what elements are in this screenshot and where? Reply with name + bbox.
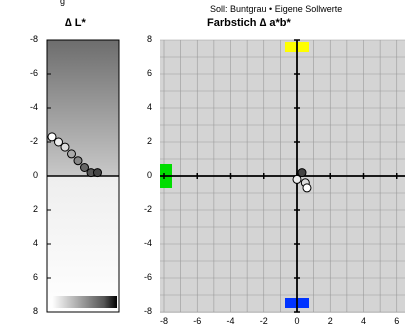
ab-x-tick-label: -4 [226,316,235,326]
l-tick-label: 4 [32,238,38,248]
l-axis [47,39,119,313]
ab-panel [160,39,405,313]
ab-points [292,168,312,193]
ab-y-tick-label: 0 [146,170,152,180]
l-data-point [80,163,89,172]
l-data-point [54,137,63,147]
l-tick-label: -8 [29,34,38,44]
ab-x-tick-label: -6 [193,316,202,326]
l-tick-label: 8 [32,306,38,316]
l-panel [46,39,120,313]
header-left-fragment: g [60,0,66,6]
l-tick-label: -4 [29,102,38,112]
l-tick-label: 0 [32,170,38,180]
l-tick-label: -2 [29,136,38,146]
l-tick-label: 2 [32,204,38,214]
reference-label: Soll: Buntgrau • Eigene Sollwerte [210,4,343,14]
ab-x-tick-label: -2 [259,316,268,326]
ab-y-tick-label: 6 [146,68,152,78]
l-data-point [67,149,76,159]
l-data-point [47,132,57,142]
ab-y-tick-label: 8 [146,34,152,44]
ab-x-tick-label: 4 [360,316,366,326]
ab-x-tick-label: 6 [394,316,400,326]
ab-y-tick-label: -2 [143,204,152,214]
l-data-point [60,142,70,152]
l-chart-title: ∆ L* [65,17,86,29]
ab-data-point [297,168,307,178]
ab-y-tick-label: 2 [146,136,152,146]
ab-y-tick-label: 4 [146,102,152,112]
l-data-point [93,168,102,178]
l-points [47,132,102,178]
ab-data-point [292,174,302,184]
ab-chart-title: Farbstich ∆ a*b* [207,17,291,29]
ab-y-tick-label: -8 [143,306,152,316]
ab-y-tick-label: -4 [143,238,152,248]
ab-data-point [302,183,312,193]
ab-y-tick-label: -6 [143,272,152,282]
ab-x-tick-label: 2 [327,316,333,326]
ab-x-tick-label: -8 [159,316,168,326]
l-tick-label: 6 [32,272,38,282]
l-swatch-bar [52,296,117,308]
ab-x-tick-label: 0 [294,316,300,326]
l-tick-label: -6 [29,68,38,78]
l-data-point [73,156,83,166]
